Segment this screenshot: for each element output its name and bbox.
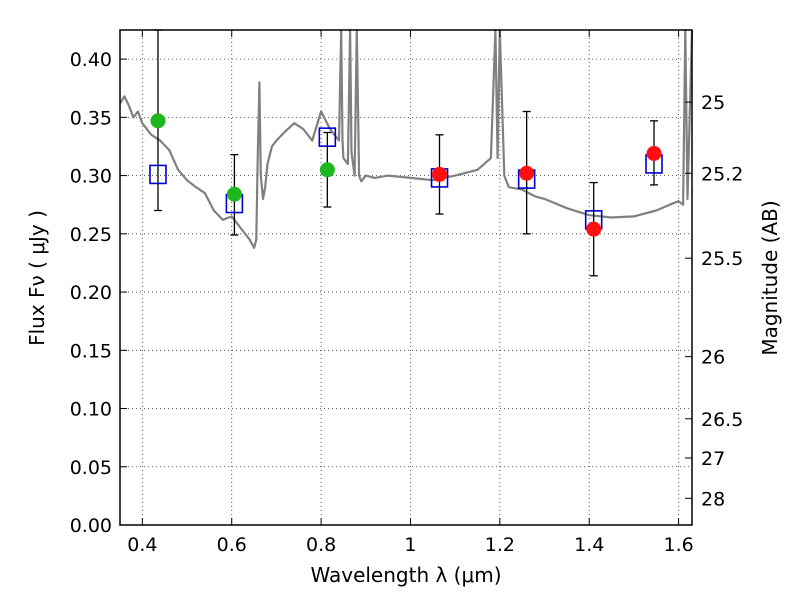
- mag-tick-label: 28: [701, 488, 725, 510]
- y-right-axis-title: Magnitude (AB): [758, 200, 782, 355]
- y-tick-label: 0.05: [70, 457, 112, 479]
- y-tick-label: 0.35: [70, 107, 112, 129]
- x-tick-label: 0.6: [217, 534, 247, 556]
- y-tick-label: 0.25: [70, 224, 112, 246]
- x-tick-label: 0.4: [127, 534, 157, 556]
- x-tick-label: 1.2: [485, 534, 515, 556]
- observed-optical-point: [319, 162, 335, 178]
- observed-infrared-point: [646, 145, 662, 161]
- y-tick-label: 0.20: [70, 282, 112, 304]
- spectrum-layer: [119, 28, 694, 249]
- mag-tick-label: 27: [701, 448, 725, 470]
- tick-layer: 0.4 0.6 0.8 1 1.2 1.4 1.6 0.00 0.05 0.10 0.15 0.20 0…: [70, 30, 743, 556]
- y-tick-label: 0.00: [70, 515, 112, 537]
- y-tick-label: 0.30: [70, 166, 112, 188]
- observed-optical-point: [226, 186, 242, 202]
- y-tick-label: 0.15: [70, 340, 112, 362]
- bandpass-square: [149, 164, 167, 185]
- x-tick-label: 0.8: [306, 534, 336, 556]
- mag-tick-label: 26: [701, 347, 725, 369]
- mag-tick-label: 25.2: [701, 163, 743, 185]
- mag-tick-label: 25: [701, 92, 725, 114]
- y-tick-label: 0.40: [70, 49, 112, 71]
- y-axis-title: Flux Fν ( μJy ): [25, 210, 49, 346]
- observed-optical-point: [150, 113, 166, 129]
- mag-tick-label: 26.5: [701, 409, 743, 431]
- x-tick-label: 1.6: [663, 534, 693, 556]
- observed-point-layer: [150, 113, 662, 237]
- plot-frame: [119, 29, 693, 526]
- model-spectrum-line: [119, 28, 694, 249]
- x-axis-title: Wavelength λ (μm): [310, 563, 501, 587]
- x-tick-label: 1.4: [574, 534, 604, 556]
- mag-tick-label: 25.5: [701, 248, 743, 270]
- observed-infrared-point: [519, 165, 535, 181]
- observed-infrared-point: [432, 166, 448, 182]
- y-tick-label: 0.10: [70, 399, 112, 421]
- observed-infrared-point: [586, 221, 602, 237]
- x-tick-label: 1: [404, 534, 416, 556]
- bandpass-square: [318, 127, 337, 147]
- grid: [120, 30, 692, 525]
